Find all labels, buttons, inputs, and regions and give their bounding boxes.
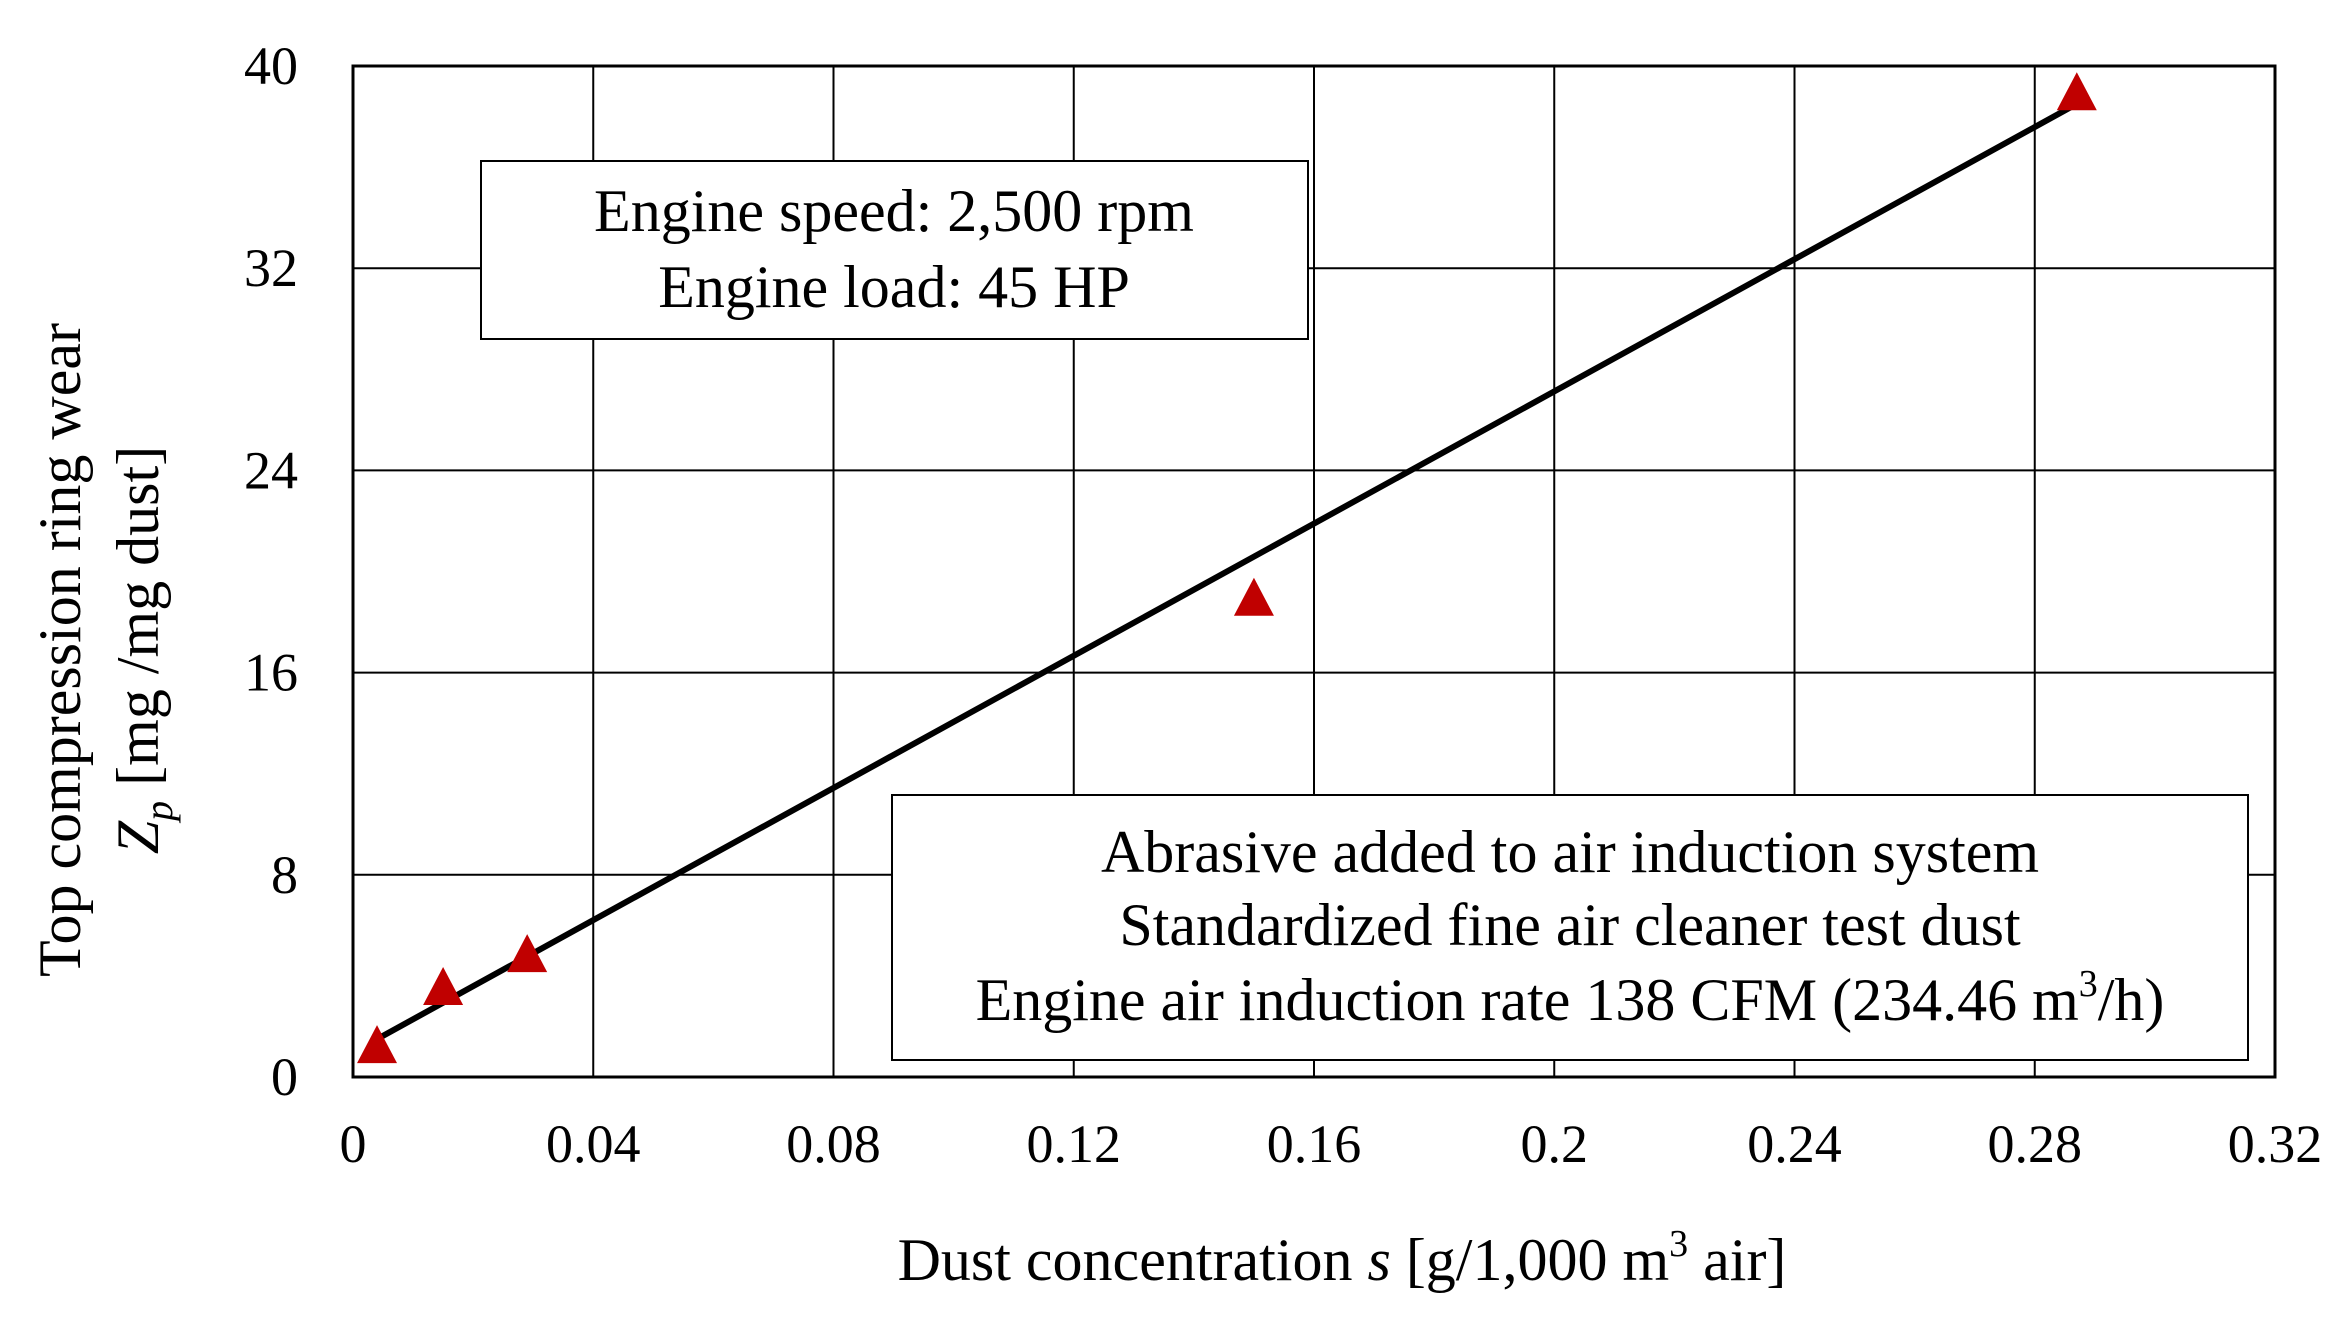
data-points (357, 72, 2097, 1064)
annotation-test-dust: Standardized fine air cleaner test dust (1119, 892, 2021, 958)
annotation-box-top (480, 160, 1309, 340)
x-tick-label: 0 (340, 1114, 367, 1174)
y-axis-title-group: Top compression ring wear Zp [mg /mg dus… (27, 323, 181, 977)
plot-frame (351, 64, 2277, 1079)
data-point-triangle (357, 1025, 398, 1064)
data-point-triangle (507, 934, 548, 973)
annotation-engine-speed: Engine speed: 2,500 rpm (594, 178, 1194, 244)
data-point-triangle (423, 967, 464, 1006)
annotation-box-bottom (891, 794, 2249, 1061)
trendline (374, 100, 2080, 1043)
annotation-engine-load: Engine load: 45 HP (658, 254, 1130, 320)
x-tick-label: 0.16 (1267, 1114, 1362, 1174)
annotation-abrasive: Abrasive added to air induction system (1101, 819, 2039, 885)
x-tick-label: 0.04 (546, 1114, 641, 1174)
y-tick-label: 8 (271, 845, 298, 905)
x-tick-label: 0.32 (2228, 1114, 2323, 1174)
y-tick-label: 0 (271, 1047, 298, 1107)
y-tick-label: 16 (244, 643, 298, 703)
y-tick-label: 40 (244, 36, 298, 96)
x-tick-labels: 0 0.04 0.08 0.12 0.16 0.2 0.24 0.28 0.32 (340, 1114, 2323, 1174)
data-point-triangle (1233, 577, 1274, 616)
y-tick-label: 32 (244, 238, 298, 298)
y-axis-title-line2: Zp [mg /mg dust] (105, 446, 181, 854)
y-axis-title-line1: Top compression ring wear (27, 323, 93, 977)
x-tick-label: 0.08 (786, 1114, 881, 1174)
annotation-induction-rate: Engine air induction rate 138 CFM (234.4… (976, 963, 2165, 1033)
y-tick-label: 24 (244, 440, 298, 500)
x-tick-label: 0.24 (1747, 1114, 1842, 1174)
data-point-triangle (2056, 72, 2097, 111)
y-tick-labels: 0 8 16 24 32 40 (244, 36, 298, 1107)
x-tick-label: 0.12 (1027, 1114, 1122, 1174)
x-axis-title: Dust concentration s [g/1,000 m3 air] (898, 1223, 1787, 1293)
x-tick-label: 0.28 (1988, 1114, 2083, 1174)
x-tick-label: 0.2 (1521, 1114, 1589, 1174)
